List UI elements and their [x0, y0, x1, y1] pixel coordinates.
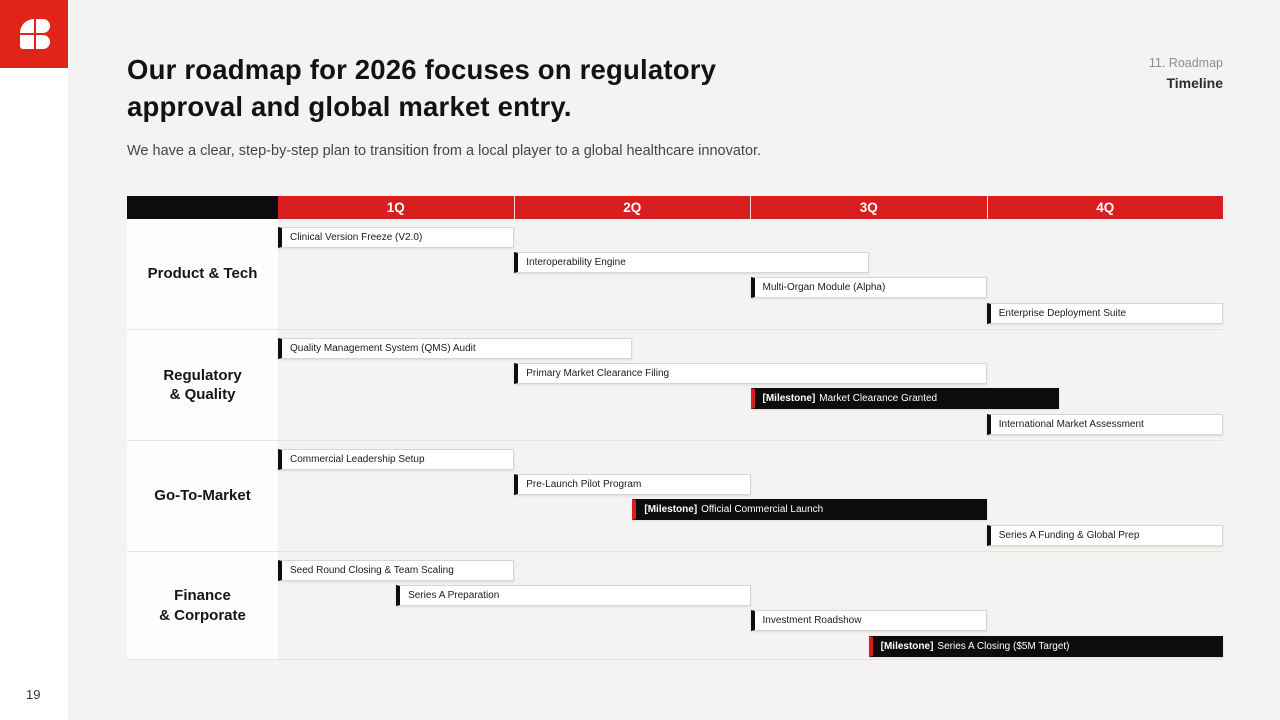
roadmap-gantt: 1Q 2Q 3Q 4Q Product & Tech Clinical Vers…: [127, 196, 1223, 660]
bar-label: Investment Roadshow: [762, 615, 862, 626]
gantt-header-corner: [127, 196, 278, 219]
slide-subtitle: We have a clear, step-by-step plan to tr…: [127, 143, 762, 159]
gantt-bar: Investment Roadshow: [750, 610, 987, 631]
row-track: Quality Management System (QMS) Audit Pr…: [278, 330, 1223, 440]
row-label: Go-To-Market: [127, 441, 278, 551]
quarter-header-4q: 4Q: [986, 196, 1224, 219]
row-track: Clinical Version Freeze (V2.0) Interoper…: [278, 219, 1223, 329]
milestone-tag: [Milestone]: [644, 504, 698, 515]
logo-mark-icon: [20, 19, 50, 49]
section-label: 11. Roadmap: [1148, 56, 1223, 70]
gantt-milestone-bar: [Milestone] Series A Closing ($5M Target…: [868, 636, 1223, 657]
milestone-tag: [Milestone]: [880, 641, 934, 652]
bar-label: Clinical Version Freeze (V2.0): [290, 232, 423, 243]
gantt-bar: Quality Management System (QMS) Audit: [278, 338, 633, 359]
gantt-bar: Enterprise Deployment Suite: [986, 303, 1223, 324]
quarter-header-band: 1Q 2Q 3Q 4Q: [278, 196, 1223, 219]
quarter-header-1q: 1Q: [386, 200, 405, 215]
gantt-row-product-tech: Product & Tech Clinical Version Freeze (…: [127, 219, 1223, 330]
row-track: Commercial Leadership Setup Pre-Launch P…: [278, 441, 1223, 551]
gantt-bar: Clinical Version Freeze (V2.0): [278, 227, 515, 248]
bar-label: Commercial Leadership Setup: [290, 454, 425, 465]
section-indicator: 11. Roadmap Timeline: [1149, 56, 1223, 91]
row-label: Product & Tech: [127, 219, 278, 329]
bar-label: Multi-Organ Module (Alpha): [762, 282, 886, 293]
gantt-bar: Interoperability Engine: [514, 252, 869, 273]
gantt-milestone-bar: [Milestone] Official Commercial Launch: [632, 499, 987, 520]
milestone-tag: [Milestone]: [762, 393, 816, 404]
row-label: Regulatory & Quality: [127, 330, 278, 440]
gantt-milestone-bar: [Milestone] Market Clearance Granted: [750, 388, 1059, 409]
bar-label: Enterprise Deployment Suite: [998, 308, 1127, 319]
gantt-row-go-to-market: Go-To-Market Commercial Leadership Setup…: [127, 441, 1223, 552]
bar-label: Series A Preparation: [408, 590, 500, 601]
left-rail: 19: [0, 0, 68, 720]
bar-label: International Market Assessment: [998, 419, 1144, 430]
gantt-bar: Series A Funding & Global Prep: [986, 525, 1223, 546]
bar-label: Official Commercial Launch: [701, 504, 824, 515]
quarter-header-3q: 3Q: [750, 196, 987, 219]
bar-label: Series A Closing ($5M Target): [937, 641, 1070, 652]
page-number: 19: [26, 687, 41, 702]
row-track: Seed Round Closing & Team Scaling Series…: [278, 552, 1223, 659]
bar-label: Primary Market Clearance Filing: [526, 368, 670, 379]
gantt-bar: Multi-Organ Module (Alpha): [750, 277, 987, 298]
bar-label: Quality Management System (QMS) Audit: [290, 343, 476, 354]
quarter-header-2q: 2Q: [513, 196, 751, 219]
row-label: Finance & Corporate: [127, 552, 278, 659]
bar-label: Market Clearance Granted: [819, 393, 938, 404]
bar-label: Pre-Launch Pilot Program: [526, 479, 642, 490]
gantt-bar: Series A Preparation: [396, 585, 751, 606]
gantt-row-regulatory-quality: Regulatory & Quality Quality Management …: [127, 330, 1223, 441]
gantt-bar: Commercial Leadership Setup: [278, 449, 515, 470]
gantt-row-finance-corporate: Finance & Corporate Seed Round Closing &…: [127, 552, 1223, 660]
gantt-bar: Seed Round Closing & Team Scaling: [278, 560, 515, 581]
section-sublabel: Timeline: [1166, 75, 1223, 91]
bar-label: Interoperability Engine: [526, 257, 626, 268]
slide-title: Our roadmap for 2026 focuses on regulato…: [127, 54, 717, 122]
gantt-bar: Primary Market Clearance Filing: [514, 363, 987, 384]
gantt-bar: International Market Assessment: [986, 414, 1223, 435]
gantt-bar: Pre-Launch Pilot Program: [514, 474, 751, 495]
bar-label: Series A Funding & Global Prep: [998, 530, 1140, 541]
company-logo: [0, 0, 68, 68]
gantt-header-row: 1Q 2Q 3Q 4Q: [127, 196, 1223, 219]
bar-label: Seed Round Closing & Team Scaling: [290, 565, 454, 576]
